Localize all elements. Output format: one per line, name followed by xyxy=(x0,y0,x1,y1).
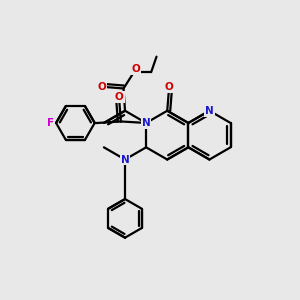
Text: N: N xyxy=(142,118,151,128)
Text: N: N xyxy=(121,154,129,164)
Text: N: N xyxy=(142,118,151,128)
Text: O: O xyxy=(97,82,106,92)
Text: O: O xyxy=(131,64,140,74)
Text: O: O xyxy=(115,92,124,102)
Text: N: N xyxy=(205,106,214,116)
Text: F: F xyxy=(47,118,54,128)
Text: O: O xyxy=(164,82,173,92)
